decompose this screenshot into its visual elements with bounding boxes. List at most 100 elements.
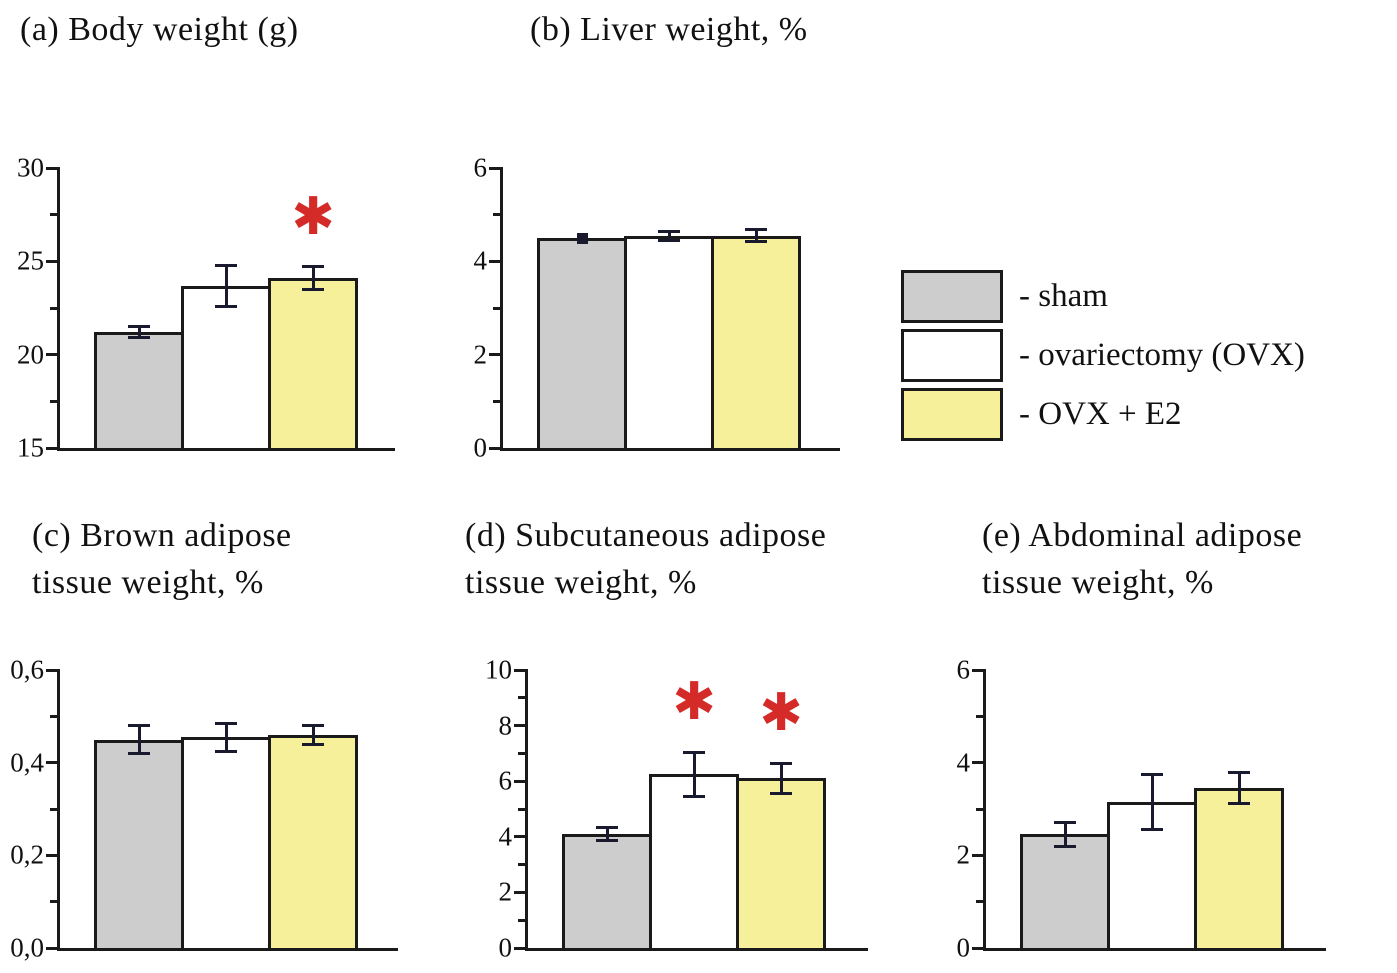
y-axis-major-tick: [489, 446, 503, 450]
y-axis-major-tick: [46, 668, 60, 672]
y-axis-minor-tick: [50, 306, 60, 310]
y-axis-tick-label: 2: [473, 339, 488, 370]
legend-item-ovx-e2: - OVX + E2: [901, 388, 1305, 441]
error-bar-cap: [215, 263, 237, 267]
error-bar-cap: [596, 839, 618, 843]
y-axis-minor-tick: [518, 807, 528, 811]
y-axis-minor-tick: [50, 714, 60, 718]
error-bar-cap: [683, 794, 705, 798]
error-bar: [1063, 822, 1067, 847]
error-bar: [311, 266, 315, 290]
chart-d-title-line1: (d) Subcutaneous adipose: [465, 517, 827, 554]
y-axis-minor-tick: [976, 900, 986, 904]
error-bar-cap: [128, 325, 150, 329]
bar-d-ovariectomy-ovx-: [649, 774, 739, 951]
significance-asterisk-icon: ✱: [672, 672, 716, 732]
error-bar: [605, 827, 609, 841]
error-bar: [779, 763, 783, 794]
legend-item-sham: - sham: [901, 270, 1305, 323]
y-axis-tick-label: 6: [956, 654, 971, 685]
y-axis-major-tick: [514, 890, 528, 894]
y-axis-tick-label: 25: [17, 245, 44, 276]
chart-e-title-line1: (e) Abdominal adipose: [982, 517, 1303, 554]
y-axis-tick-label: 2: [956, 839, 971, 870]
error-bar-cap: [128, 336, 150, 340]
y-axis-tick-label: 2: [498, 876, 513, 907]
y-axis-major-tick: [514, 668, 528, 672]
y-axis-major-tick: [46, 353, 60, 357]
y-axis-minor-tick: [493, 213, 503, 217]
error-bar: [667, 231, 671, 241]
error-bar-cap: [658, 238, 680, 242]
y-axis-major-tick: [514, 835, 528, 839]
error-bar-cap: [770, 792, 792, 796]
significance-asterisk-icon: ✱: [291, 186, 335, 247]
y-axis-minor-tick: [50, 900, 60, 904]
y-axis-minor-tick: [50, 807, 60, 811]
y-axis-tick-label: 6: [473, 152, 488, 183]
y-axis-major-tick: [972, 668, 986, 672]
y-axis-tick-label: 0,6: [10, 654, 44, 685]
y-axis-minor-tick: [50, 399, 60, 403]
y-axis-tick-label: 0,4: [10, 747, 44, 778]
y-axis-tick-label: 15: [17, 432, 44, 463]
error-bar-cap: [1141, 828, 1163, 832]
y-axis-minor-tick: [50, 213, 60, 217]
y-axis-tick-label: 20: [17, 339, 44, 370]
error-bar-cap: [215, 721, 237, 725]
error-bar: [754, 229, 758, 242]
bar-a-ovariectomy-ovx-: [181, 285, 271, 451]
chart-d-title: (d) Subcutaneous adipose tissue weight, …: [465, 512, 826, 606]
legend-swatch-ovx-e2: [901, 388, 1003, 441]
bar-c-ovariectomy-ovx-: [181, 737, 271, 951]
y-axis-tick-label: 4: [956, 747, 971, 778]
error-bar-cap: [745, 228, 767, 232]
y-axis-tick-label: 0: [473, 432, 488, 463]
error-bar-cap: [302, 265, 324, 269]
error-bar-cap: [745, 240, 767, 244]
bar-b-ovx-e2: [711, 235, 801, 451]
y-axis-major-tick: [514, 946, 528, 950]
y-axis-minor-tick: [518, 696, 528, 700]
legend-item-ovariectomy-ovx: - ovariectomy (OVX): [901, 329, 1305, 382]
chart-b-title: (b) Liver weight, %: [530, 6, 808, 53]
legend-swatch-sham: [901, 270, 1003, 323]
chart-d-plot: 0 2 4 6 8 10 ✱ ✱: [485, 655, 868, 963]
bar-d-ovx-e2: [736, 778, 826, 951]
y-axis-minor-tick: [493, 306, 503, 310]
y-axis-tick-label: 6: [498, 765, 513, 796]
chart-b-plot: 0 2 4 6: [474, 153, 840, 463]
y-axis-major-tick: [972, 853, 986, 857]
error-bar-cap: [128, 751, 150, 755]
chart-a-plot: 15 20 25 30 ✱: [17, 153, 395, 463]
error-bar-cap: [1228, 801, 1250, 805]
chart-c-title-line1: (c) Brown adipose: [32, 517, 292, 554]
error-bar-cap: [1141, 772, 1163, 776]
error-bar-cap: [215, 304, 237, 308]
y-axis-major-tick: [514, 779, 528, 783]
error-bar-cap: [302, 287, 324, 291]
y-axis-tick-label: 8: [498, 710, 513, 741]
error-bar: [692, 752, 696, 797]
chart-c-title: (c) Brown adipose tissue weight, %: [32, 512, 292, 606]
chart-e-title: (e) Abdominal adipose tissue weight, %: [982, 512, 1302, 606]
y-axis-major-tick: [46, 446, 60, 450]
y-axis-tick-label: 10: [485, 654, 512, 685]
y-axis-tick-label: 4: [473, 245, 488, 276]
error-bar: [311, 725, 315, 745]
error-bar-cap: [302, 742, 324, 746]
legend-swatch-ovariectomy-ovx: [901, 329, 1003, 382]
legend-label-ovariectomy-ovx: - ovariectomy (OVX): [1019, 337, 1305, 373]
y-axis-major-tick: [46, 259, 60, 263]
y-axis-major-tick: [46, 761, 60, 765]
y-axis-minor-tick: [976, 714, 986, 718]
error-bar: [137, 326, 141, 338]
y-axis-minor-tick: [493, 399, 503, 403]
bar-e-ovx-e2: [1194, 788, 1284, 951]
error-bar-cap: [1228, 771, 1250, 775]
error-bar: [1150, 774, 1154, 830]
chart-c-title-line2: tissue weight, %: [32, 564, 264, 601]
chart-e-title-line2: tissue weight, %: [982, 564, 1214, 601]
error-bar-cap: [215, 749, 237, 753]
